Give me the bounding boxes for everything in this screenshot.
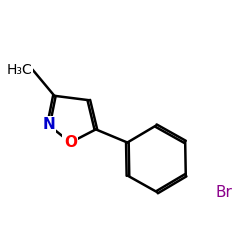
Text: H₃C: H₃C xyxy=(7,62,32,76)
Text: Br: Br xyxy=(216,185,232,200)
Text: N: N xyxy=(42,118,55,132)
Text: O: O xyxy=(64,135,77,150)
